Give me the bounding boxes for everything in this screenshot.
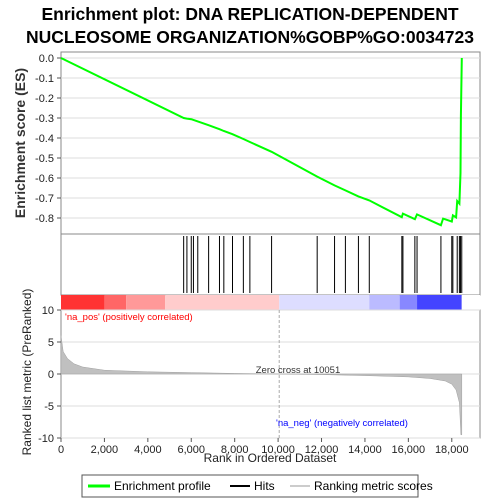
x-tick-label: 0 (58, 444, 64, 456)
hits-panel-frame (60, 233, 481, 296)
chart-title-line-2: NUCLEOSOME ORGANIZATION%GOBP%GO:0034723 (26, 27, 474, 47)
legend-hits-label: Hits (254, 479, 275, 493)
es-panel-frame (60, 51, 481, 235)
x-tick-label: 16,000 (392, 444, 426, 456)
heatmap-segment (279, 295, 370, 310)
rank-y-tick-label: 5 (48, 337, 54, 349)
rank-y-tick-label: 0 (48, 369, 54, 381)
x-tick-label: 18,000 (435, 444, 469, 456)
heatmap-segment (165, 295, 280, 310)
heatmap-segment (104, 295, 127, 310)
x-tick-label: 6,000 (177, 444, 205, 456)
legend-ranking-metric-label: Ranking metric scores (314, 479, 433, 493)
heatmap-segment (399, 295, 418, 310)
chart-title-line-1: Enrichment plot: DNA REPLICATION-DEPENDE… (41, 4, 459, 24)
es-y-tick-label: -0.2 (35, 93, 54, 105)
rank-y-ticks: 10 5 0 -5 -10 (38, 305, 61, 445)
heatmap-segment (61, 295, 105, 310)
x-axis-label: Rank in Ordered Dataset (204, 451, 337, 465)
es-y-tick-label: -0.6 (35, 173, 54, 185)
rank-y-tick-label: -10 (38, 433, 54, 445)
es-grid (61, 57, 480, 219)
heatmap-tail (461, 295, 480, 310)
es-y-tick-label: 0.0 (39, 53, 54, 65)
ranking-metric-area (60, 335, 463, 436)
rank-x-ticks: 0 2,000 4,000 6,000 8,000 10,000 12,000 14,000 1… (58, 438, 469, 456)
x-tick-label: 12,000 (305, 444, 339, 456)
legend-enrichment-profile-label: Enrichment profile (114, 479, 211, 493)
enrichment-profile-line (60, 57, 463, 227)
x-tick-label: 2,000 (91, 444, 119, 456)
rank-y-tick-label: 10 (42, 305, 54, 317)
es-y-tick-label: -0.3 (35, 113, 54, 125)
rank-y-axis-label: Ranked list metric (PreRanked) (20, 289, 34, 456)
x-tick-label: 14,000 (348, 444, 382, 456)
heatmap-segment (369, 295, 400, 310)
rank-y-tick-label: -5 (44, 401, 54, 413)
es-y-tick-label: -0.1 (35, 73, 54, 85)
heatmap-segment (417, 295, 462, 310)
x-tick-label: 8,000 (221, 444, 249, 456)
zero-cross-label: Zero cross at 10051 (256, 365, 341, 376)
heatmap-segment (126, 295, 166, 310)
es-y-ticks: 0.0 -0.1 -0.2 -0.3 -0.4 -0.5 -0.6 -0.7 -0.8 (35, 53, 61, 225)
hits-lines (183, 236, 463, 293)
rank-heatmap-bar (61, 295, 480, 310)
pos-label: 'na_pos' (positively correlated) (65, 312, 193, 323)
es-y-tick-label: -0.5 (35, 153, 54, 165)
es-axis-label: Enrichment score (ES) (12, 68, 28, 218)
neg-label: 'na_neg' (negatively correlated) (276, 418, 408, 429)
es-y-tick-label: -0.4 (35, 133, 54, 145)
es-y-tick-label: -0.8 (35, 213, 54, 225)
x-tick-label: 4,000 (134, 444, 162, 456)
es-y-tick-label: -0.7 (35, 193, 54, 205)
x-tick-label: 10,000 (261, 444, 295, 456)
legend: Enrichment profile Hits Ranking metric s… (81, 474, 433, 498)
